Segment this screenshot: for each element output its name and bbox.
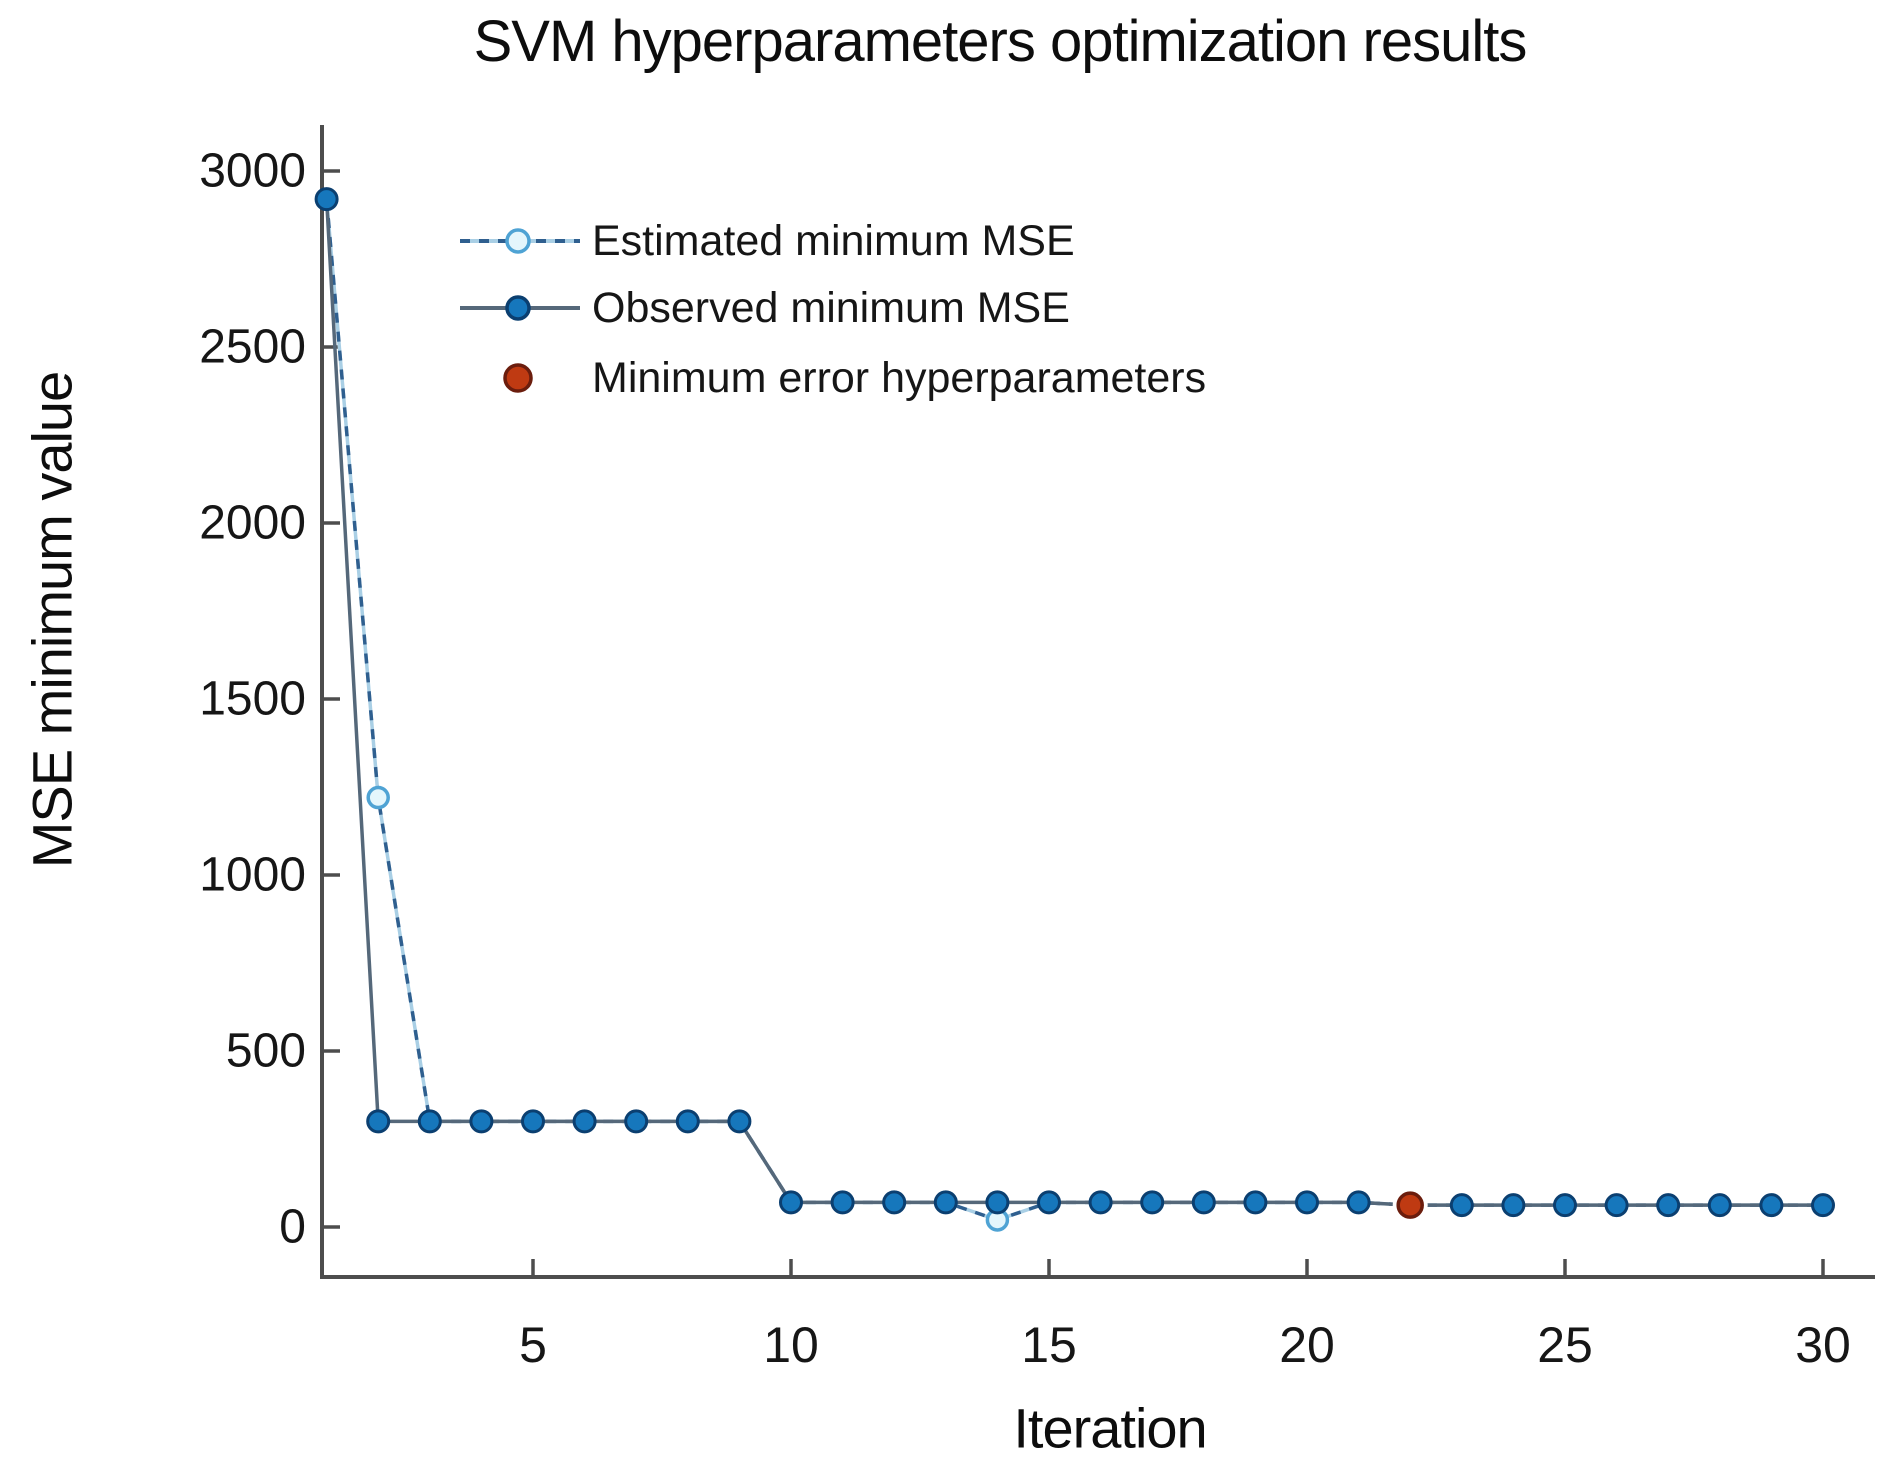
x-tick-label: 20 bbox=[1279, 1317, 1335, 1373]
minimum-error-point bbox=[1396, 1191, 1424, 1219]
observed-point bbox=[314, 187, 339, 212]
y-tick-label: 0 bbox=[279, 1201, 306, 1254]
observed-point bbox=[1811, 1193, 1835, 1218]
legend-marker bbox=[505, 228, 531, 254]
observed-point bbox=[1501, 1193, 1526, 1218]
x-tick-label: 10 bbox=[763, 1317, 819, 1373]
y-tick-label: 2000 bbox=[199, 497, 306, 550]
observed-line bbox=[324, 199, 1823, 1207]
observed-point bbox=[933, 1190, 958, 1215]
observed-point bbox=[1553, 1193, 1577, 1218]
y-tick-label: 2500 bbox=[199, 321, 306, 374]
estimated-line bbox=[324, 199, 1823, 1222]
y-tick-label: 1000 bbox=[199, 849, 306, 902]
x-axis-label: Iteration bbox=[1013, 1396, 1207, 1460]
observed-point bbox=[1295, 1190, 1319, 1215]
observed-point bbox=[624, 1109, 649, 1134]
observed-point bbox=[1656, 1193, 1681, 1218]
legend-marker bbox=[505, 295, 531, 321]
observed-point bbox=[1604, 1193, 1629, 1218]
observed-point bbox=[830, 1190, 855, 1215]
observed-point bbox=[469, 1109, 494, 1134]
y-tick-label: 500 bbox=[226, 1025, 306, 1078]
x-tick-label: 5 bbox=[519, 1317, 547, 1373]
observed-point bbox=[1707, 1193, 1732, 1218]
observed-point bbox=[1037, 1190, 1061, 1215]
x-tick-label: 30 bbox=[1795, 1317, 1851, 1373]
legend-label: Estimated minimum MSE bbox=[592, 217, 1075, 265]
observed-point bbox=[985, 1190, 1010, 1215]
observed-point bbox=[779, 1190, 803, 1215]
observed-point bbox=[1088, 1190, 1113, 1215]
observed-point bbox=[727, 1109, 752, 1134]
legend-marker bbox=[503, 363, 533, 393]
estimated-line-base bbox=[324, 199, 1823, 1222]
observed-point bbox=[1759, 1193, 1784, 1218]
x-tick-label: 25 bbox=[1537, 1317, 1593, 1373]
observed-point bbox=[521, 1109, 545, 1134]
observed-point bbox=[1346, 1190, 1371, 1215]
observed-point bbox=[882, 1190, 907, 1215]
observed-point bbox=[675, 1109, 700, 1134]
observed-point bbox=[1191, 1190, 1216, 1215]
estimated-point bbox=[366, 785, 390, 810]
y-tick-label: 1500 bbox=[199, 673, 306, 726]
chart-title: SVM hyperparameters optimization results bbox=[473, 9, 1528, 74]
legend-label: Minimum error hyperparameters bbox=[592, 354, 1206, 402]
legend-label: Observed minimum MSE bbox=[592, 284, 1070, 332]
x-tick-label: 15 bbox=[1021, 1317, 1077, 1373]
y-tick-label: 3000 bbox=[199, 145, 306, 198]
observed-point bbox=[1449, 1193, 1474, 1218]
observed-point bbox=[366, 1109, 391, 1134]
observed-point bbox=[1243, 1190, 1268, 1215]
observed-point bbox=[417, 1109, 442, 1134]
observed-point bbox=[572, 1109, 597, 1134]
observed-point bbox=[1140, 1190, 1165, 1215]
